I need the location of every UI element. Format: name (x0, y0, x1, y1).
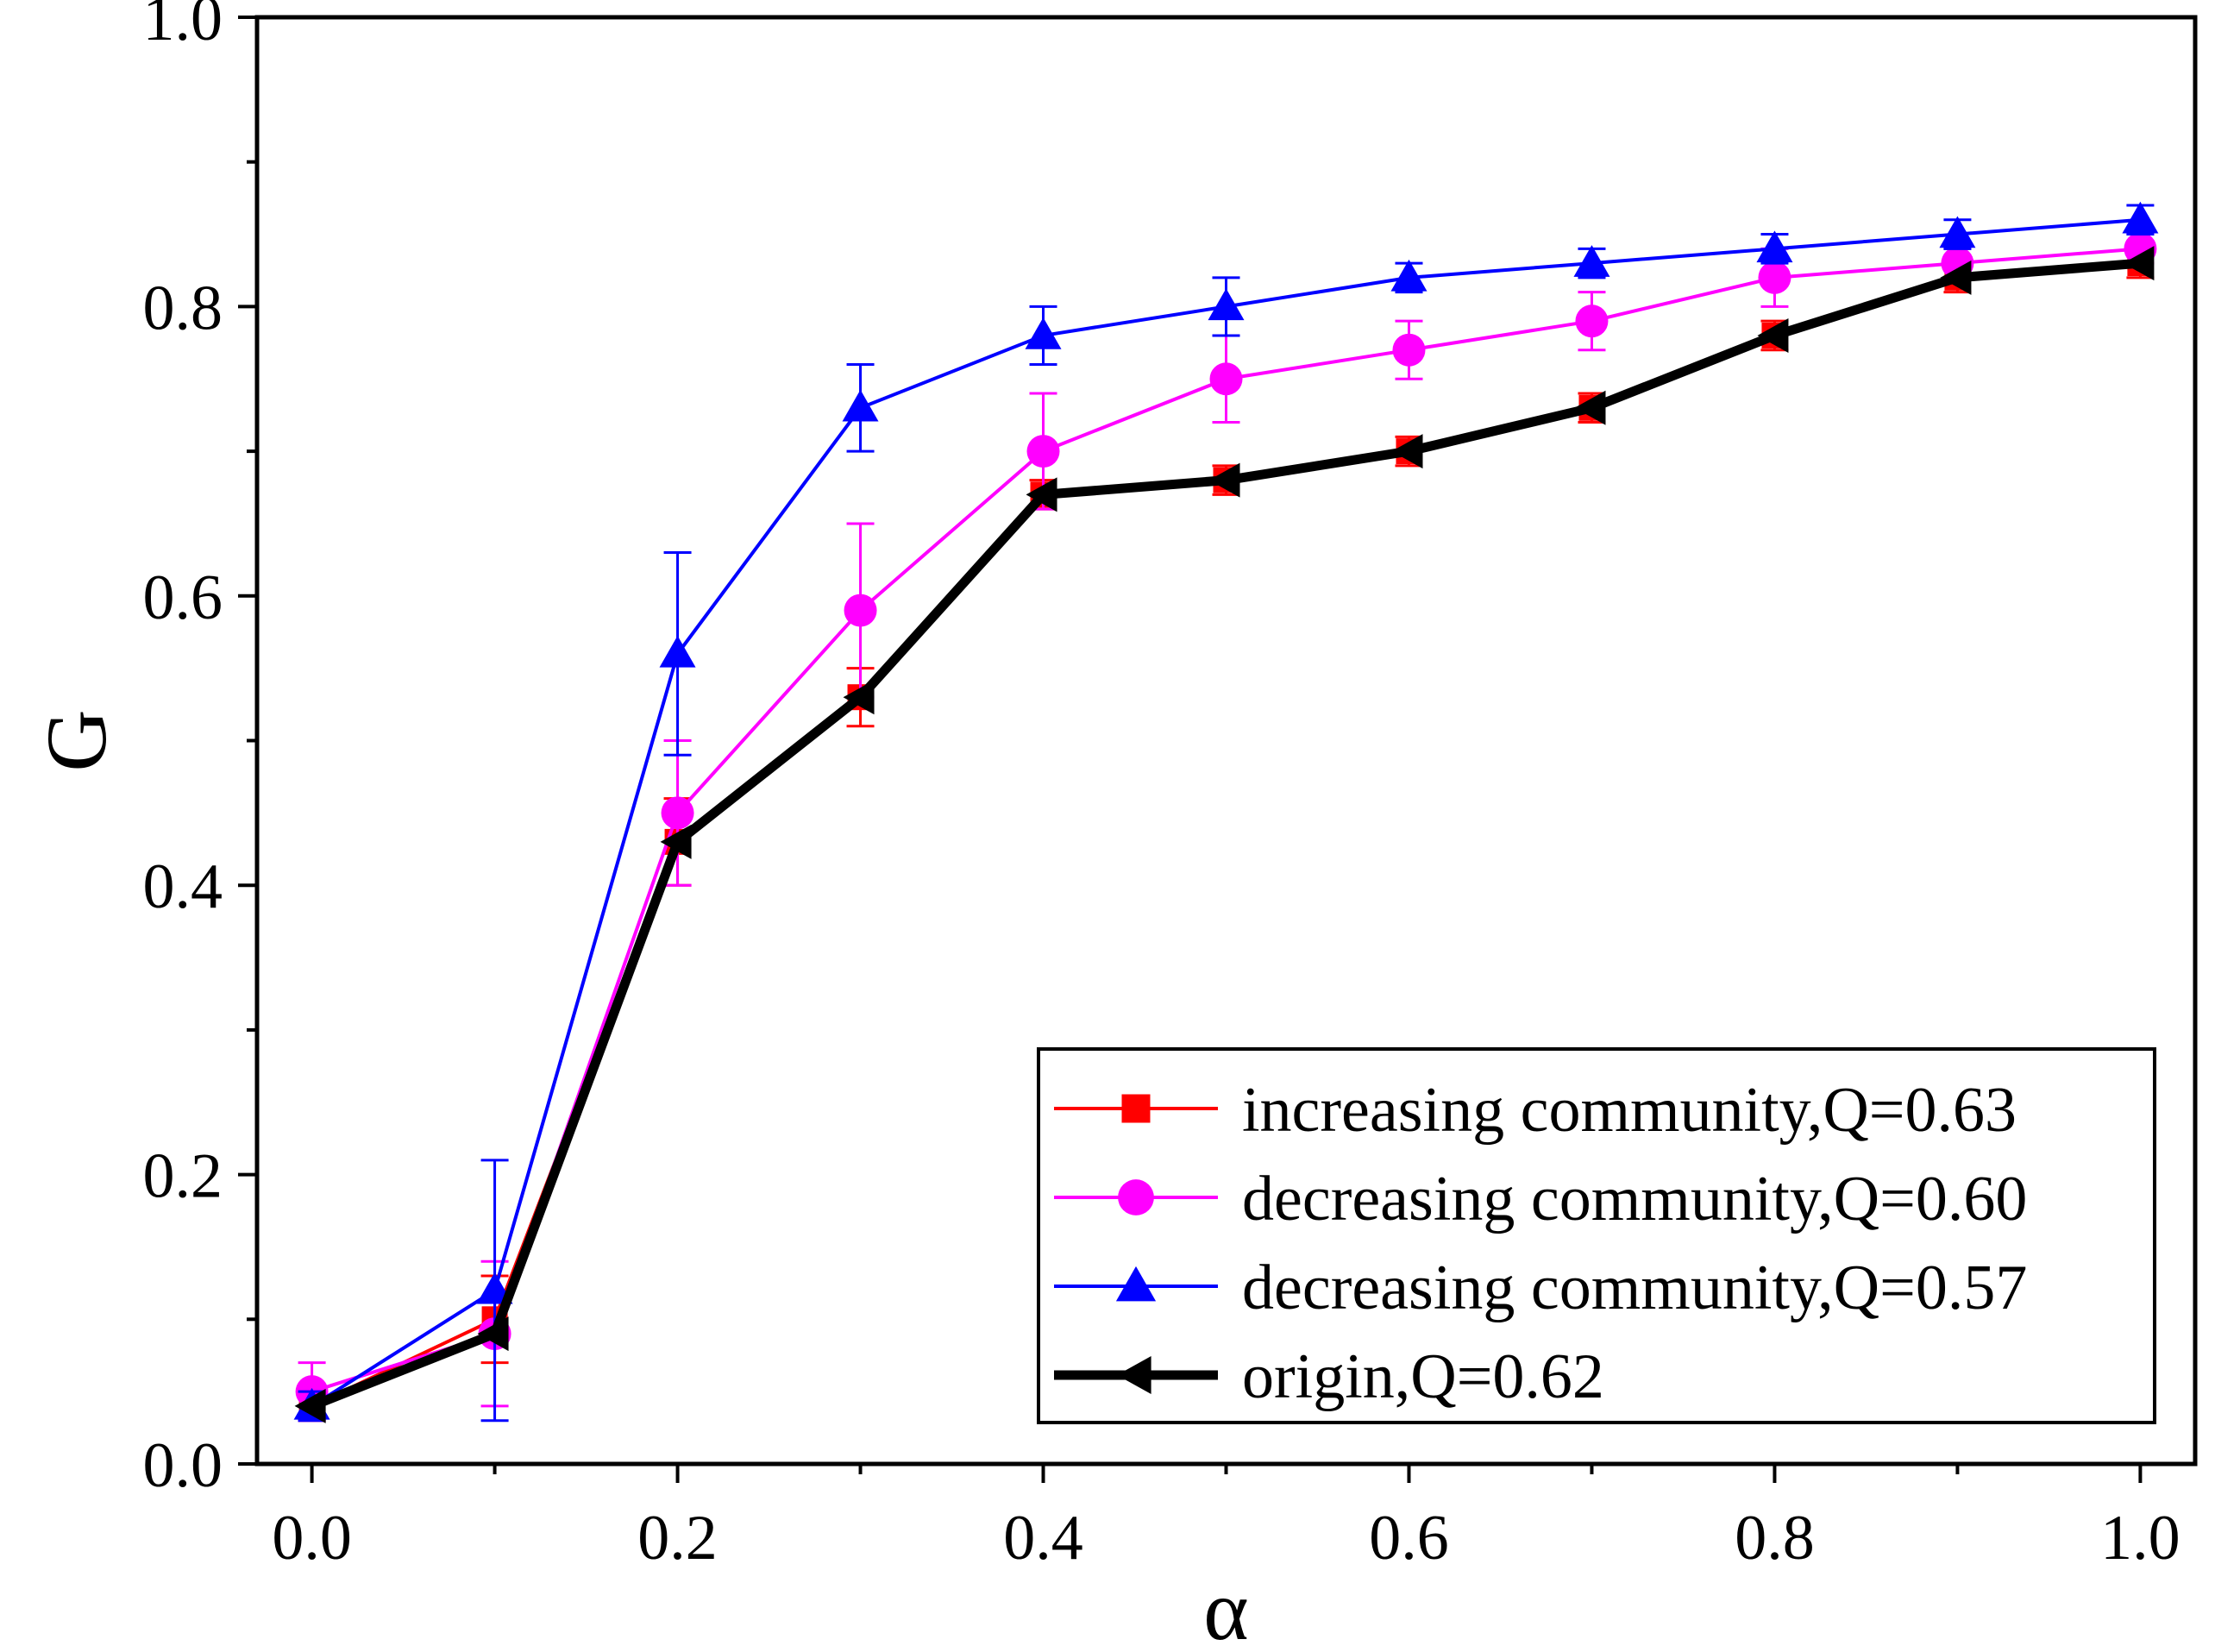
data-point (1940, 260, 1972, 295)
y-tick-label: 0.6 (143, 562, 223, 633)
data-point (1208, 462, 1240, 498)
x-tick-label: 0.2 (637, 1503, 718, 1573)
data-point (1756, 230, 1793, 263)
data-point (1391, 434, 1423, 469)
y-tick-label: 0.0 (143, 1430, 223, 1501)
legend: increasing community,Q=0.63 decreasing co… (1037, 1047, 2156, 1424)
data-point (1573, 245, 1610, 277)
x-tick-label: 0.4 (1003, 1503, 1083, 1573)
data-point (1026, 435, 1060, 468)
x-tick-label: 0.8 (1735, 1503, 1815, 1573)
data-point (1574, 390, 1606, 425)
data-point (1939, 216, 1976, 248)
y-tick-label: 0.2 (143, 1141, 223, 1212)
legend-label: origin,Q=0.62 (1242, 1341, 1604, 1412)
data-point (2122, 201, 2159, 234)
data-point (1025, 317, 1062, 349)
legend-item: decreasing community,Q=0.60 (1054, 1164, 2027, 1234)
data-point (1208, 288, 1245, 321)
series-layer (293, 201, 2159, 1423)
data-point (660, 824, 692, 859)
y-tick-label: 0.4 (143, 851, 223, 922)
y-tick-label: 0.8 (143, 273, 223, 343)
axis-ticks: 0.0 0.2 0.4 0.6 0.8 1.0 0.0 0.2 0.4 0.6 0.8 1.0 (143, 0, 2180, 1573)
x-tick-label: 0.0 (272, 1503, 352, 1573)
data-point (1209, 362, 1243, 396)
legend-marker (1117, 1356, 1151, 1394)
legend-label: increasing community,Q=0.63 (1242, 1075, 2017, 1146)
data-point (659, 635, 696, 668)
data-point (661, 796, 694, 830)
data-point (844, 594, 877, 627)
data-point (2123, 246, 2155, 281)
y-axis-title: G (28, 709, 124, 771)
data-point (1575, 305, 1609, 338)
y-tick-label: 1.0 (143, 0, 223, 54)
legend-label: decreasing community,Q=0.60 (1242, 1164, 2027, 1234)
data-point (1390, 259, 1428, 292)
legend-label: decreasing community,Q=0.57 (1242, 1253, 2027, 1323)
data-point (294, 1388, 326, 1423)
legend-marker (1121, 1094, 1151, 1123)
data-point (842, 389, 879, 422)
data-point (843, 680, 875, 715)
x-tick-label: 1.0 (2100, 1503, 2180, 1573)
x-tick-label: 0.6 (1369, 1503, 1449, 1573)
legend-item: decreasing community,Q=0.57 (1054, 1253, 2027, 1323)
legend-marker (1115, 1266, 1157, 1302)
data-point (1026, 477, 1057, 512)
series-4 (294, 246, 2155, 1423)
data-point (477, 1316, 509, 1352)
legend-item: increasing community,Q=0.63 (1054, 1075, 2017, 1146)
data-point (1757, 317, 1789, 353)
data-point (1758, 261, 1791, 294)
legend-item: origin,Q=0.62 (1054, 1341, 1604, 1412)
x-axis-title: α (1203, 1562, 1248, 1652)
legend-box (1037, 1047, 2156, 1424)
data-point (1392, 333, 1426, 367)
legend-marker (1118, 1179, 1154, 1215)
